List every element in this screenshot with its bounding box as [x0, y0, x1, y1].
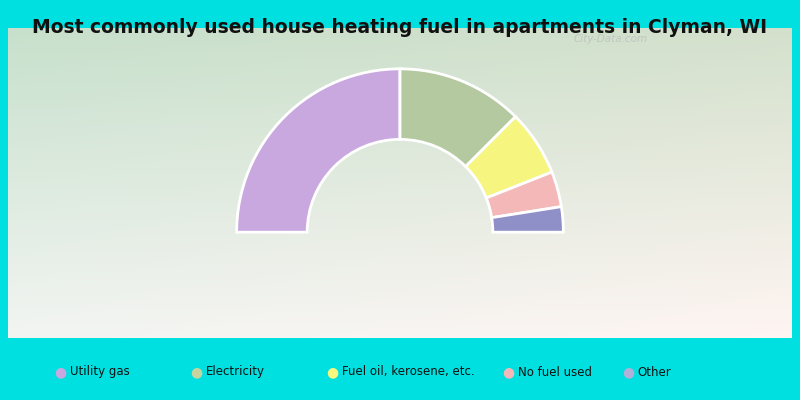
Text: ●: ● [502, 365, 514, 379]
Text: ●: ● [190, 365, 202, 379]
Text: Electricity: Electricity [206, 366, 265, 378]
Text: ●: ● [54, 365, 66, 379]
Text: Fuel oil, kerosene, etc.: Fuel oil, kerosene, etc. [342, 366, 474, 378]
Wedge shape [466, 117, 552, 198]
Text: Most commonly used house heating fuel in apartments in Clyman, WI: Most commonly used house heating fuel in… [33, 18, 767, 37]
Wedge shape [486, 172, 562, 218]
Text: No fuel used: No fuel used [518, 366, 592, 378]
Wedge shape [400, 69, 515, 166]
Wedge shape [492, 207, 563, 232]
Wedge shape [237, 69, 400, 232]
Text: Other: Other [638, 366, 671, 378]
Text: ●: ● [622, 365, 634, 379]
Text: Utility gas: Utility gas [70, 366, 130, 378]
Text: City-Data.com: City-Data.com [574, 34, 648, 44]
Text: ●: ● [326, 365, 338, 379]
